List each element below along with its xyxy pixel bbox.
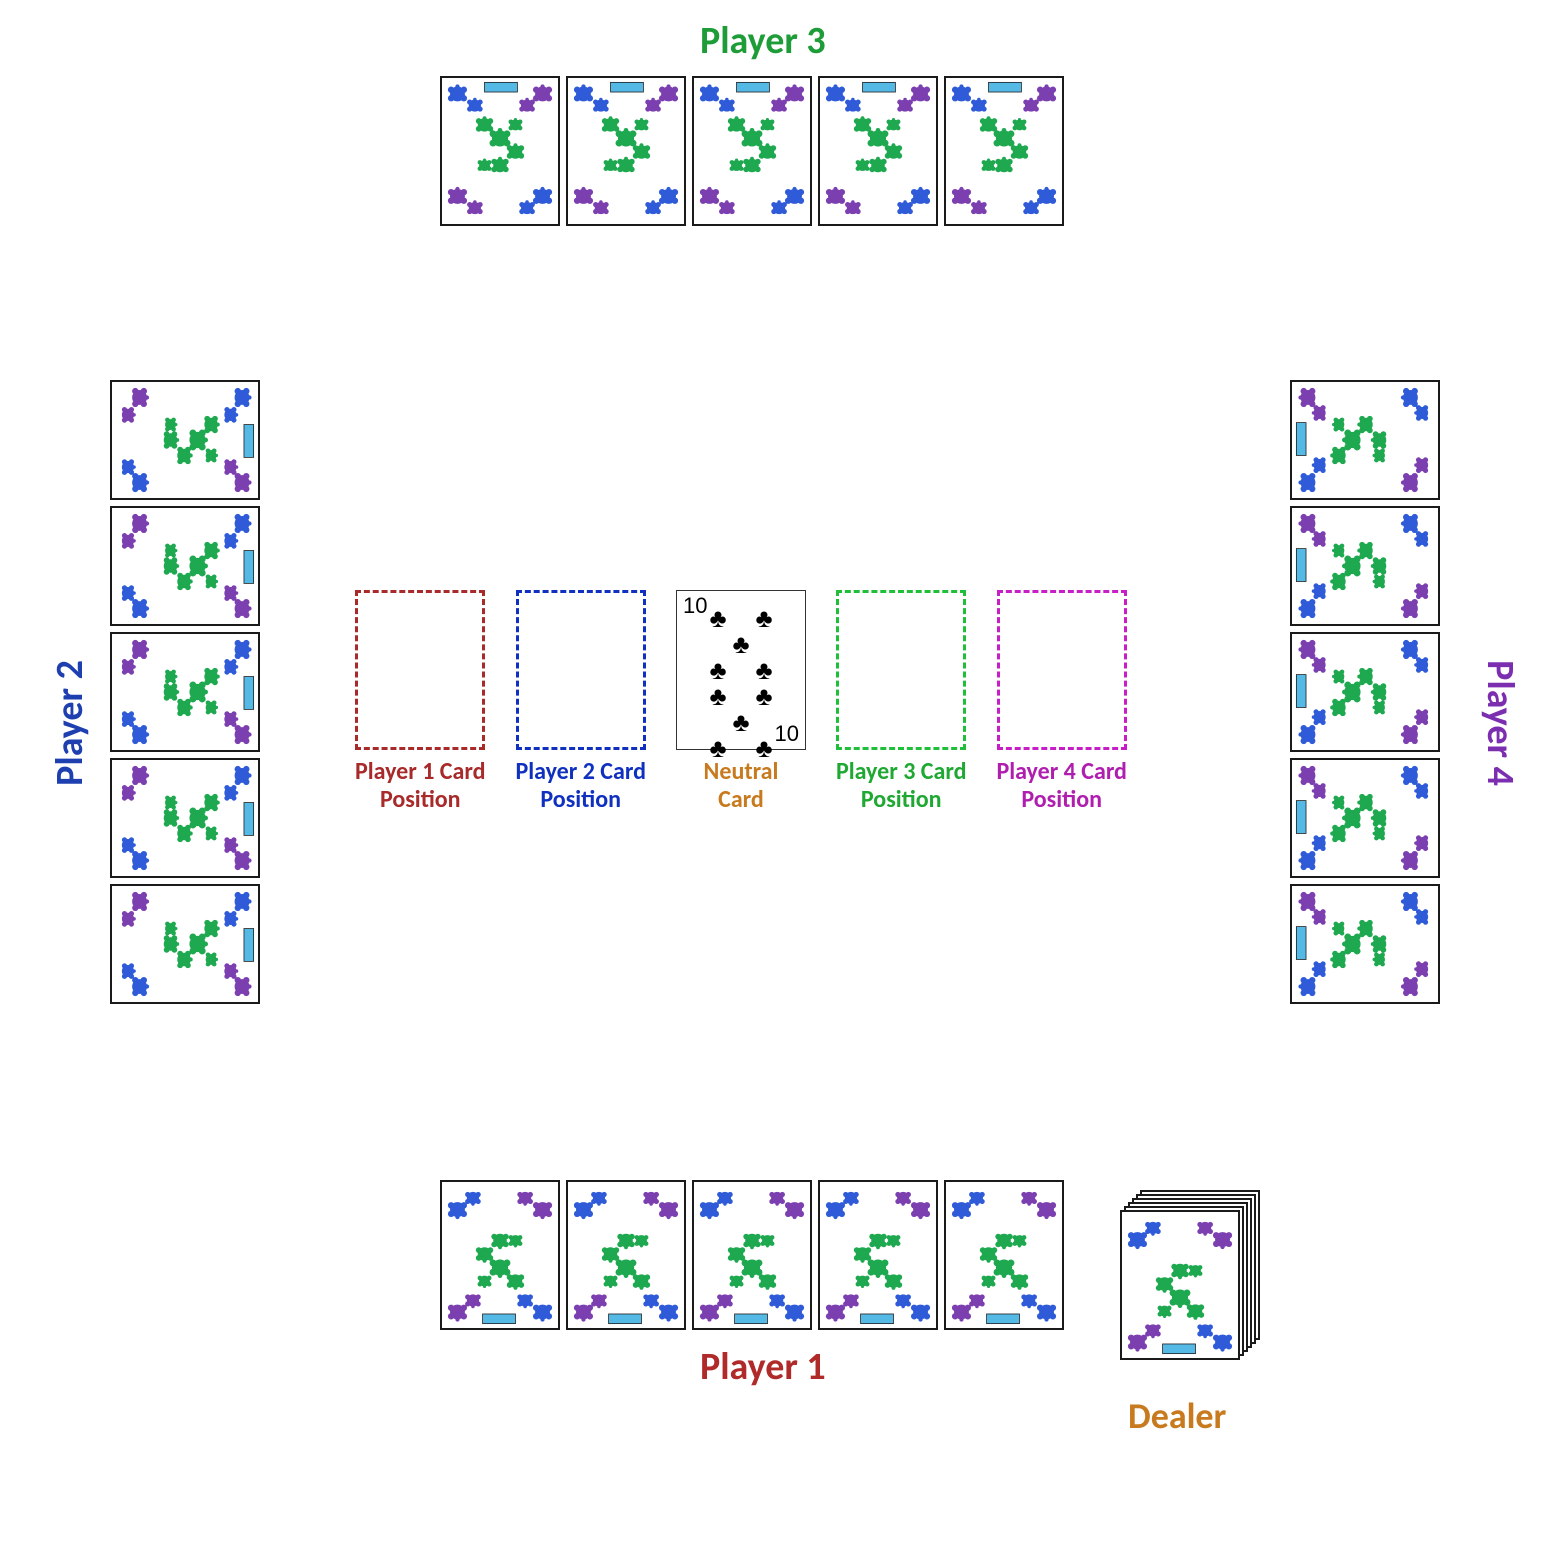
card-back [818, 76, 938, 226]
center-slots: Player 1 Card Position Player 2 Card Pos… [355, 590, 1127, 813]
slot-player3: Player 3 Card Position [836, 590, 966, 813]
club-icon: ♣ [695, 683, 741, 709]
player3-label: Player 3 [700, 18, 826, 64]
club-icon: ♣ [741, 657, 787, 683]
club-icon: ♣ [695, 631, 787, 657]
slot-player1-box [355, 590, 485, 750]
player2-hand [110, 380, 260, 1004]
slot-player4-box [997, 590, 1127, 750]
slot-neutral-label: Neutral Card [704, 758, 779, 813]
player2-label-text: Player 2 [47, 660, 93, 786]
slot-label-l1: Player 3 Card [836, 757, 966, 786]
card-back [1290, 380, 1440, 500]
slot-player1-label: Player 1 Card Position [355, 758, 485, 813]
club-icon: ♣ [741, 683, 787, 709]
player4-hand [1290, 380, 1440, 1004]
slot-player2-box [516, 590, 646, 750]
slot-label-l2: Position [861, 785, 942, 814]
dealer-label: Dealer [1128, 1394, 1226, 1438]
player4-label: Player 4 [1477, 633, 1523, 813]
slot-player3-label: Player 3 Card Position [836, 758, 966, 813]
card-back [110, 380, 260, 500]
slot-label-l2: Position [380, 785, 461, 814]
player1-label-text: Player 1 [700, 1344, 826, 1390]
dealer-label-text: Dealer [1128, 1394, 1226, 1438]
club-icon: ♣ [741, 735, 787, 761]
slot-player2: Player 2 Card Position [515, 590, 645, 813]
card-back [944, 76, 1064, 226]
card-back [692, 1180, 812, 1330]
card-back [818, 1180, 938, 1330]
slot-label-l1: Player 2 Card [515, 757, 645, 786]
card-back [1290, 884, 1440, 1004]
card-back [692, 76, 812, 226]
slot-player4-label: Player 4 Card Position [996, 758, 1126, 813]
player3-hand [440, 76, 1064, 226]
card-back [440, 76, 560, 226]
slot-label-l2: Position [540, 785, 621, 814]
card-back [1290, 758, 1440, 878]
neutral-card: 10 10 ♣ ♣ ♣ ♣ ♣ ♣ ♣ ♣ ♣ ♣ [676, 590, 806, 750]
player2-label: Player 2 [47, 633, 93, 813]
card-back [566, 1180, 686, 1330]
slot-neutral: 10 10 ♣ ♣ ♣ ♣ ♣ ♣ ♣ ♣ ♣ ♣ Neutral Card [676, 590, 806, 813]
club-icon: ♣ [695, 709, 787, 735]
card-back [110, 884, 260, 1004]
card-back [1120, 1210, 1240, 1360]
club-icon: ♣ [695, 657, 741, 683]
slot-label-l1: Player 1 Card [355, 757, 485, 786]
card-back [566, 76, 686, 226]
slot-player3-box [836, 590, 966, 750]
card-back [110, 632, 260, 752]
player3-label-text: Player 3 [700, 18, 826, 64]
slot-player4: Player 4 Card Position [996, 590, 1126, 813]
card-back [110, 758, 260, 878]
card-back [1290, 632, 1440, 752]
card-back [1290, 506, 1440, 626]
dealer-stack [1120, 1190, 1280, 1370]
slot-label-l2: Card [718, 785, 764, 814]
slot-player1: Player 1 Card Position [355, 590, 485, 813]
slot-label-l2: Position [1021, 785, 1102, 814]
club-icon: ♣ [695, 735, 741, 761]
player4-label-text: Player 4 [1477, 660, 1523, 786]
neutral-pips: ♣ ♣ ♣ ♣ ♣ ♣ ♣ ♣ ♣ ♣ [695, 605, 787, 735]
slot-player2-label: Player 2 Card Position [515, 758, 645, 813]
slot-label-l1: Player 4 Card [996, 757, 1126, 786]
card-back [110, 506, 260, 626]
player1-label: Player 1 [700, 1344, 826, 1390]
club-icon: ♣ [741, 605, 787, 631]
club-icon: ♣ [695, 605, 741, 631]
card-back [944, 1180, 1064, 1330]
player1-hand [440, 1180, 1064, 1330]
card-back [440, 1180, 560, 1330]
